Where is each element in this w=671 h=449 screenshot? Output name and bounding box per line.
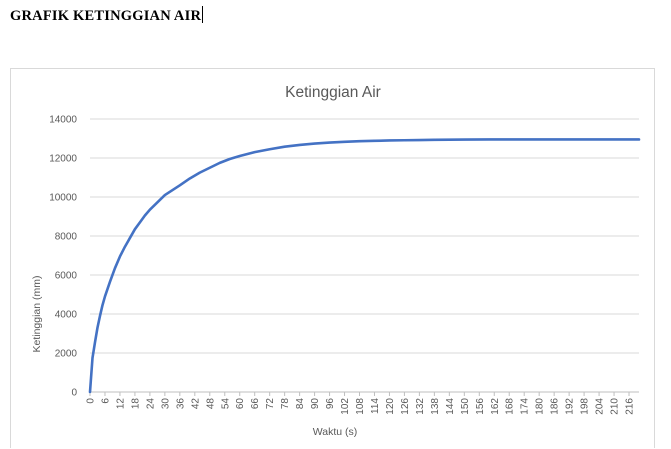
x-tick-label: 150 [460, 398, 471, 415]
x-tick-label: 192 [565, 398, 576, 415]
x-tick-label: 96 [325, 398, 336, 410]
x-tick-label: 108 [355, 398, 366, 415]
x-tick-label: 156 [475, 398, 486, 415]
series-line-ketinggian[interactable] [88, 138, 641, 394]
x-tick-label: 204 [595, 398, 606, 415]
x-tick-label: 114 [370, 398, 381, 414]
x-tick-label: 12 [115, 398, 126, 410]
y-tick-label: 10000 [49, 193, 77, 204]
y-axis-ticks: 0 2000 4000 6000 8000 10000 12000 14000 [49, 115, 77, 399]
x-tick-label: 144 [445, 398, 456, 415]
y-axis-title: Ketinggian (mm) [31, 275, 43, 352]
x-tick-label: 216 [625, 398, 636, 415]
x-tick-label: 138 [430, 398, 441, 415]
x-tick-label: 180 [535, 398, 546, 415]
text-cursor [202, 6, 204, 23]
y-tick-label: 4000 [55, 310, 78, 321]
y-tick-label: 2000 [55, 349, 78, 360]
x-tick-label: 210 [610, 398, 621, 415]
heading-text: GRAFIK KETINGGIAN AIR [10, 8, 202, 24]
x-tick-label: 66 [250, 398, 261, 410]
x-tick-label: 162 [490, 398, 501, 415]
x-tick-label: 168 [505, 398, 516, 415]
y-tick-label: 6000 [55, 271, 78, 282]
x-tick-label: 42 [190, 398, 201, 410]
x-tick-label: 36 [175, 398, 186, 410]
series [88, 138, 641, 394]
x-tick-label: 186 [550, 398, 561, 415]
x-tick-label: 90 [310, 398, 321, 410]
gridlines [90, 118, 639, 393]
y-tick-label: 0 [71, 388, 77, 399]
x-tick-label: 84 [295, 398, 306, 410]
x-tick-label: 126 [400, 398, 411, 415]
x-tick-label: 102 [340, 398, 351, 415]
x-tick-label: 120 [385, 398, 396, 415]
x-tick-label: 60 [235, 398, 246, 410]
x-tick-label: 6 [100, 398, 111, 404]
x-tick-label: 18 [130, 398, 141, 410]
x-tick-label: 48 [205, 398, 216, 410]
x-tick-label: 198 [580, 398, 591, 415]
x-tick-label: 30 [160, 398, 171, 410]
y-tick-label: 14000 [49, 115, 77, 126]
x-axis-title: Waktu (s) [313, 426, 358, 438]
x-tick-label: 72 [265, 398, 276, 410]
x-axis-ticks: 0 6 12 18 24 30 36 42 48 54 60 66 72 78 84 90 96 102 108 11… [86, 392, 636, 415]
x-tick-label: 54 [220, 398, 231, 410]
x-tick-label: 78 [280, 398, 291, 410]
document-heading: GRAFIK KETINGGIAN AIR [10, 6, 204, 25]
y-tick-label: 8000 [55, 232, 78, 243]
x-tick-label: 174 [520, 398, 531, 415]
x-tick-label: 0 [86, 398, 97, 404]
y-tick-label: 12000 [49, 154, 77, 165]
chart-area[interactable]: 0 2000 4000 6000 8000 10000 12000 14000 0 6 12 18 2… [10, 68, 655, 448]
x-tick-label: 132 [415, 398, 426, 415]
x-tick-label: 24 [145, 398, 156, 410]
chart-title: Ketinggian Air [285, 84, 381, 101]
